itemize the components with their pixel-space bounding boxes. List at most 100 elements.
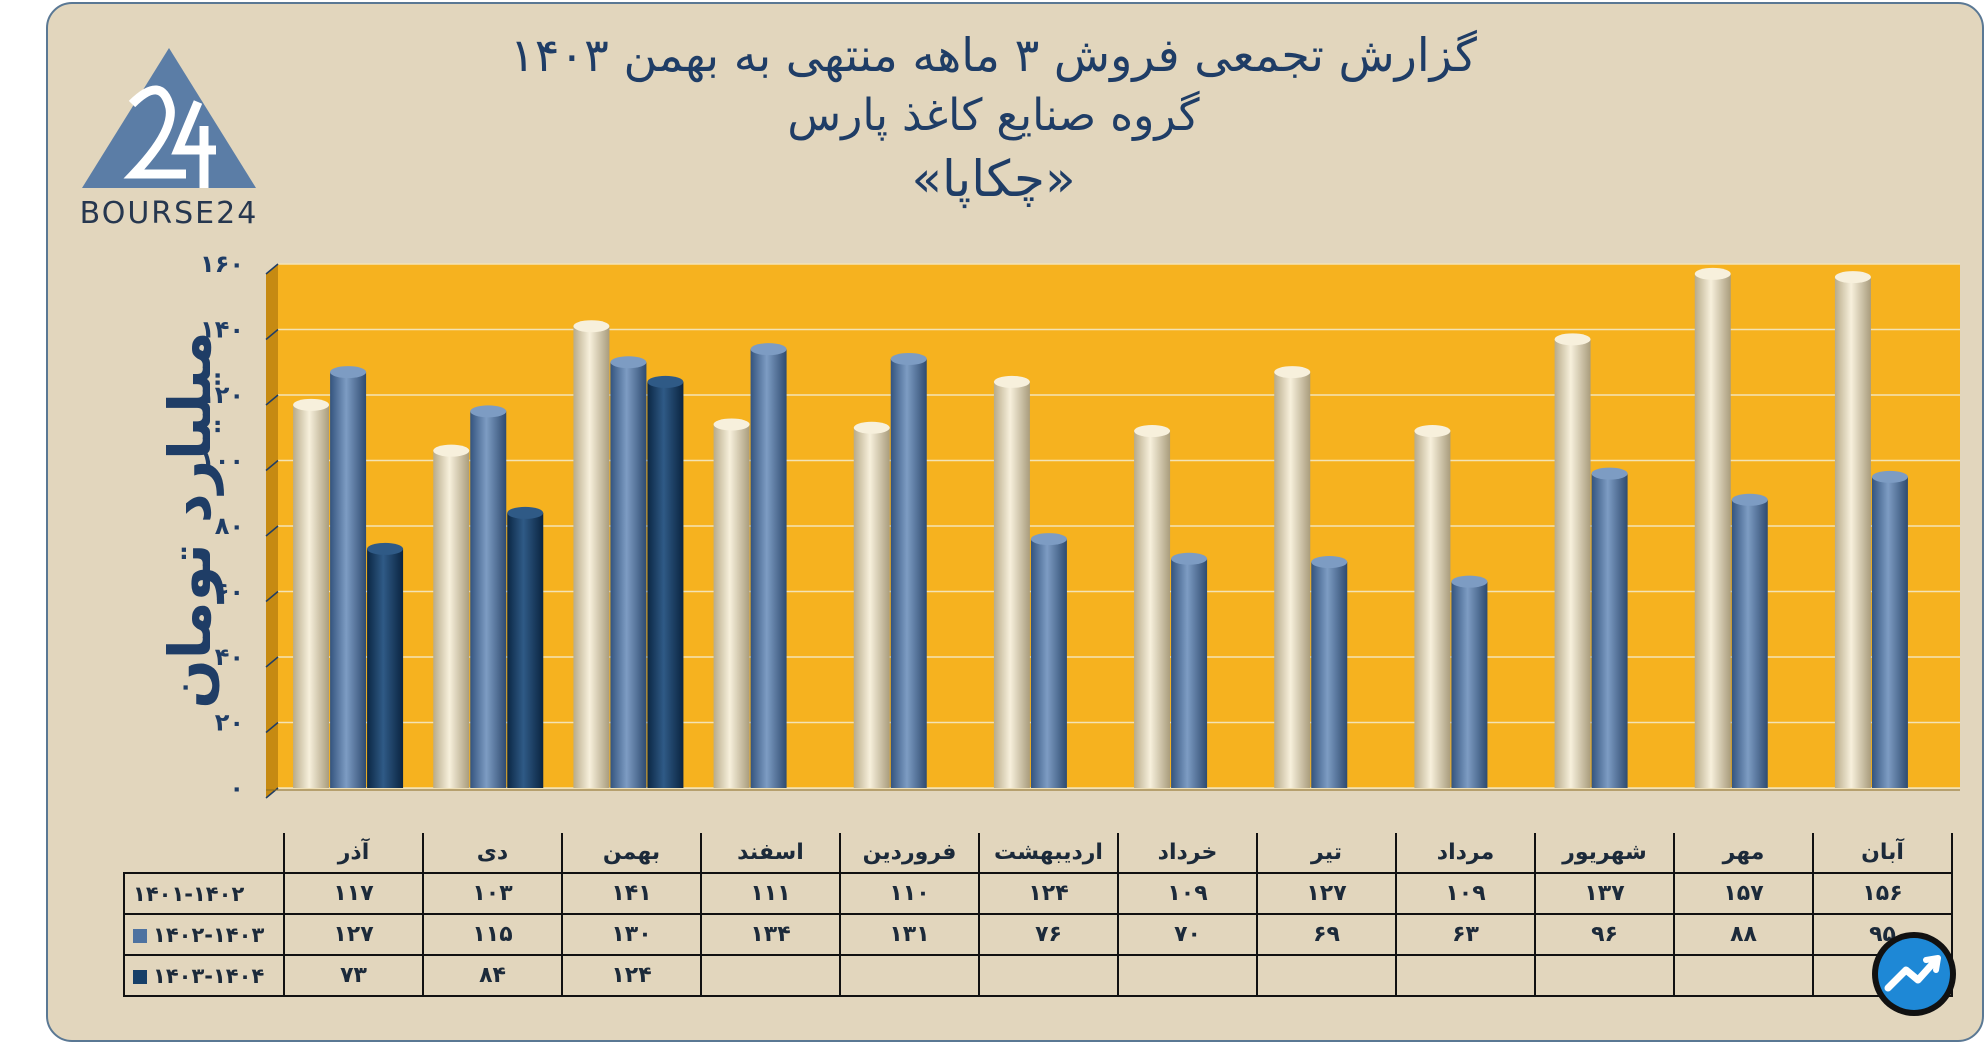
table-row: آذر دی بهمن اسفند فروردین اردیبهشت خرداد تیر مرد… <box>124 833 1953 874</box>
bar-cap <box>433 444 470 457</box>
table-cell <box>1534 954 1675 997</box>
bar <box>1731 499 1768 788</box>
gridline-side <box>265 459 279 472</box>
x-tick-label: دی <box>422 833 563 874</box>
table-cell <box>1395 954 1536 997</box>
gridline-side <box>265 525 279 537</box>
chart-subtitle: گروه صنایع کاغذ پارس <box>787 90 1200 141</box>
gridline-side <box>265 656 279 668</box>
bar-cap <box>1414 425 1451 438</box>
bar-cap <box>647 375 684 388</box>
table-cell: ۶۹ <box>1256 913 1397 956</box>
table-cell: ۱۲۷ <box>283 913 424 956</box>
y-tick-label: ۱۴۰ <box>200 316 244 344</box>
bar <box>1694 273 1731 788</box>
x-tick-label: بهمن <box>561 833 702 874</box>
y-tick-label: ۱۰۰ <box>200 447 244 475</box>
x-tick-label: اسفند <box>700 833 841 874</box>
bar <box>1834 277 1871 788</box>
table-cell: ۱۱۰ <box>839 872 980 915</box>
table-cell: ۷۶ <box>978 913 1119 956</box>
table-cell: ۱۱۵ <box>422 913 563 956</box>
bar <box>750 349 787 788</box>
bar-cap <box>750 343 787 356</box>
bar <box>470 411 507 788</box>
bar-cap <box>1871 470 1908 483</box>
company-name: «چکاپا» <box>911 150 1076 208</box>
legend-swatch <box>133 969 147 984</box>
gridline-side <box>265 590 279 603</box>
trend-arrow-icon <box>1872 932 1956 1016</box>
table-cell: ۹۶ <box>1534 913 1675 956</box>
bar-cap <box>293 398 330 411</box>
table-cell: ۸۸ <box>1673 913 1814 956</box>
bourse24-logo-icon <box>82 48 256 188</box>
bar-cap <box>367 542 404 555</box>
x-tick-label: خرداد <box>1117 833 1258 874</box>
y-tick-label: ۱۲۰ <box>200 381 244 409</box>
gridline-side <box>265 394 279 406</box>
table-cell: ۱۵۶ <box>1812 872 1953 915</box>
table-cell <box>1117 954 1258 997</box>
table-cell: ۱۵۷ <box>1673 872 1814 915</box>
series-name: ۱۴۰۳-۱۴۰۴ <box>153 963 265 988</box>
y-tick-label: ۴۰ <box>215 643 244 671</box>
series-label: ۱۴۰۳-۱۴۰۴ <box>123 954 285 997</box>
logo-text: BOURSE24 <box>79 196 259 231</box>
x-tick-label: فروردین <box>839 833 980 874</box>
bar <box>330 372 367 788</box>
y-tick-label: ۲۰ <box>215 709 244 737</box>
table-cell: ۱۲۴ <box>978 872 1119 915</box>
x-tick-label: آذر <box>283 833 424 874</box>
series-label <box>124 833 285 874</box>
table-cell: ۱۳۰ <box>561 913 702 956</box>
y-tick-label: ۸۰ <box>215 512 244 540</box>
x-tick-label: آبان <box>1812 833 1953 874</box>
bar <box>1591 473 1628 788</box>
bar-cap <box>1134 425 1171 438</box>
series-name: ۱۴۰۱-۱۴۰۲ <box>133 881 245 906</box>
table-row: ۱۴۰۳-۱۴۰۴ ۷۳ ۸۴ ۱۲۴ <box>123 954 1953 997</box>
bar-cap <box>1834 271 1871 284</box>
y-tick-label: ۱۶۰ <box>200 250 244 278</box>
bar-cap <box>993 375 1030 388</box>
bar <box>1871 476 1908 788</box>
legend-swatch <box>133 928 147 943</box>
bar <box>293 404 330 788</box>
chart-title: گزارش تجمعی فروش ۳ ماهه منتهی به بهمن ۱۴… <box>510 28 1477 82</box>
bar <box>1554 339 1591 788</box>
bar <box>1030 539 1067 788</box>
gridline-side <box>265 263 279 275</box>
bar-cap <box>573 320 610 333</box>
bar <box>1134 431 1171 788</box>
bar <box>1171 558 1208 788</box>
table-cell: ۱۰۹ <box>1117 872 1258 915</box>
series-name: ۱۴۰۲-۱۴۰۳ <box>153 922 265 947</box>
x-tick-label: مرداد <box>1395 833 1536 874</box>
bar-cap <box>1451 575 1488 588</box>
bar-cap <box>853 421 890 434</box>
table-cell: ۱۱۱ <box>700 872 841 915</box>
table-cell <box>978 954 1119 997</box>
bar-cap <box>713 418 750 431</box>
table-cell: ۱۳۷ <box>1534 872 1675 915</box>
bar <box>433 450 470 788</box>
table-cell: ۷۳ <box>283 954 424 997</box>
bar <box>1451 581 1488 788</box>
table-cell <box>1673 954 1814 997</box>
x-tick-label: اردیبهشت <box>978 833 1119 874</box>
bar <box>1311 562 1348 788</box>
series-label: ۱۴۰۲-۱۴۰۳ <box>123 913 285 956</box>
gridline-side <box>265 328 279 341</box>
table-cell: ۷۰ <box>1117 913 1258 956</box>
bar-cap <box>890 352 927 365</box>
gridline-side <box>265 721 279 734</box>
bar <box>367 548 404 788</box>
table-cell: ۱۳۱ <box>839 913 980 956</box>
bar-cap <box>1554 333 1591 346</box>
bar <box>507 512 544 788</box>
x-tick-label: مهر <box>1673 833 1814 874</box>
bar <box>713 424 750 788</box>
bar <box>610 362 647 788</box>
